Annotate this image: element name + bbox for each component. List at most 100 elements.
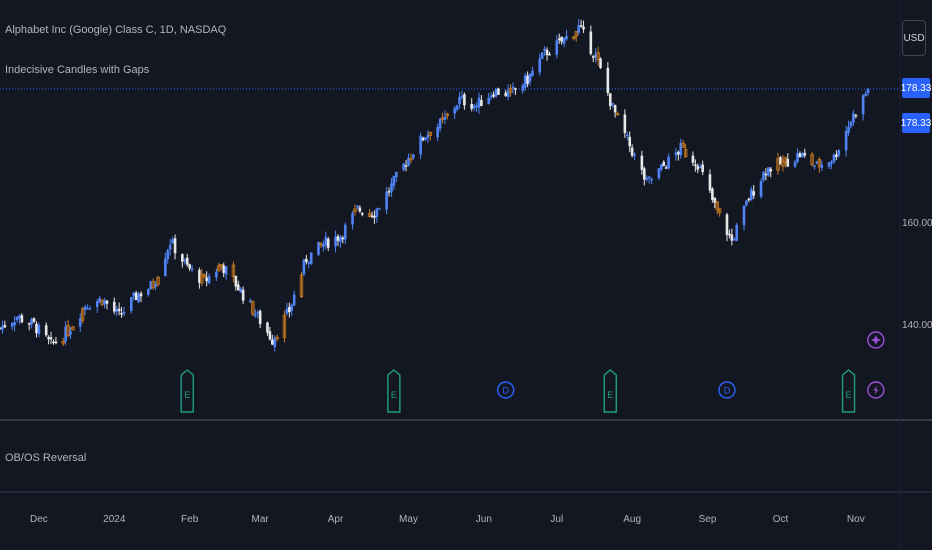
candle-body[interactable]	[358, 207, 362, 212]
candle-body[interactable]	[18, 315, 21, 319]
candle-body[interactable]	[445, 113, 450, 116]
candle-body[interactable]	[360, 213, 364, 215]
indicator-title[interactable]: Indecisive Candles with Gaps	[5, 64, 150, 76]
candle-body[interactable]	[526, 75, 529, 84]
candle-body[interactable]	[282, 314, 287, 338]
candle-body[interactable]	[508, 88, 513, 93]
candle-body[interactable]	[732, 239, 736, 241]
candle-body[interactable]	[367, 213, 372, 217]
candle-body[interactable]	[711, 188, 714, 200]
candle-body[interactable]	[560, 36, 563, 42]
candle-body[interactable]	[803, 152, 807, 156]
candle-body[interactable]	[849, 121, 853, 127]
candle-body[interactable]	[419, 135, 422, 155]
candle-body[interactable]	[548, 53, 551, 56]
candle-body[interactable]	[531, 70, 534, 77]
candle-body[interactable]	[205, 277, 208, 282]
candle-body[interactable]	[677, 151, 680, 155]
candle-body[interactable]	[395, 171, 398, 178]
candle-body[interactable]	[764, 173, 768, 176]
candle-body[interactable]	[234, 275, 238, 287]
candle-body[interactable]	[514, 88, 517, 90]
candle-body[interactable]	[662, 162, 666, 166]
candle-body[interactable]	[428, 131, 433, 136]
candle-body[interactable]	[266, 322, 269, 333]
candle-body[interactable]	[762, 171, 765, 181]
candle-body[interactable]	[835, 154, 838, 157]
candle-body[interactable]	[725, 214, 729, 235]
candle-body[interactable]	[373, 215, 376, 218]
candle-body[interactable]	[426, 134, 430, 138]
candle-body[interactable]	[728, 233, 731, 236]
candle-body[interactable]	[611, 103, 615, 105]
currency-button[interactable]: USD	[902, 20, 926, 56]
candle-body[interactable]	[156, 276, 160, 285]
earnings-marker[interactable]: E	[180, 369, 194, 413]
candle-body[interactable]	[628, 136, 632, 147]
candle-body[interactable]	[222, 265, 225, 273]
candle-body[interactable]	[759, 180, 763, 197]
candle-body[interactable]	[351, 212, 354, 225]
candle-body[interactable]	[613, 104, 617, 113]
candle-body[interactable]	[555, 40, 559, 55]
candle-body[interactable]	[815, 161, 819, 164]
candle-body[interactable]	[188, 264, 191, 269]
candle-body[interactable]	[307, 261, 311, 264]
candle-body[interactable]	[630, 147, 634, 156]
candle-body[interactable]	[317, 241, 320, 255]
dividend-marker[interactable]: D	[718, 381, 736, 399]
candle-body[interactable]	[390, 183, 393, 193]
candle-body[interactable]	[299, 274, 304, 297]
candle-body[interactable]	[660, 164, 663, 170]
candle-body[interactable]	[701, 164, 704, 173]
candle-body[interactable]	[511, 86, 515, 89]
candle-body[interactable]	[506, 90, 510, 97]
candle-body[interactable]	[463, 94, 466, 106]
candle-body[interactable]	[137, 294, 140, 303]
candle-body[interactable]	[623, 114, 627, 133]
candle-body[interactable]	[523, 75, 527, 88]
candle-body[interactable]	[44, 325, 48, 336]
dividend-marker[interactable]: D	[497, 381, 515, 399]
candle-body[interactable]	[387, 191, 391, 193]
candle-body[interactable]	[334, 236, 337, 247]
candle-body[interactable]	[375, 208, 379, 218]
candle-body[interactable]	[27, 322, 31, 325]
candle-body[interactable]	[198, 269, 201, 283]
candle-body[interactable]	[717, 208, 722, 214]
candle-body[interactable]	[385, 191, 388, 210]
candle-body[interactable]	[608, 93, 612, 107]
candle-body[interactable]	[475, 105, 478, 108]
candle-body[interactable]	[275, 336, 279, 340]
candle-body[interactable]	[95, 301, 99, 308]
candle-body[interactable]	[579, 25, 583, 27]
candle-body[interactable]	[577, 25, 580, 33]
candle-body[interactable]	[521, 85, 525, 91]
candle-body[interactable]	[606, 67, 610, 93]
candle-body[interactable]	[224, 266, 228, 275]
lower-pane-title[interactable]: OB/OS Reversal	[5, 452, 87, 464]
candle-body[interactable]	[864, 93, 867, 96]
candle-body[interactable]	[117, 308, 121, 312]
candle-body[interactable]	[61, 340, 65, 344]
earnings-marker[interactable]: E	[387, 369, 401, 413]
candle-body[interactable]	[292, 294, 296, 306]
candle-body[interactable]	[288, 306, 291, 313]
candle-body[interactable]	[239, 288, 243, 293]
candle-body[interactable]	[487, 97, 491, 104]
candle-body[interactable]	[820, 164, 824, 168]
candle-body[interactable]	[643, 168, 646, 180]
candle-body[interactable]	[562, 37, 566, 44]
candle-body[interactable]	[356, 205, 359, 208]
candle-body[interactable]	[421, 137, 425, 141]
candle-body[interactable]	[241, 289, 245, 301]
candle-body[interactable]	[112, 301, 116, 312]
candle-body[interactable]	[15, 317, 19, 321]
candle-body[interactable]	[713, 197, 717, 204]
candle-body[interactable]	[650, 178, 653, 181]
candle-body[interactable]	[827, 162, 831, 167]
candle-body[interactable]	[458, 96, 461, 105]
candle-body[interactable]	[582, 26, 585, 30]
candle-body[interactable]	[164, 258, 167, 277]
candles-layer[interactable]	[0, 18, 870, 352]
